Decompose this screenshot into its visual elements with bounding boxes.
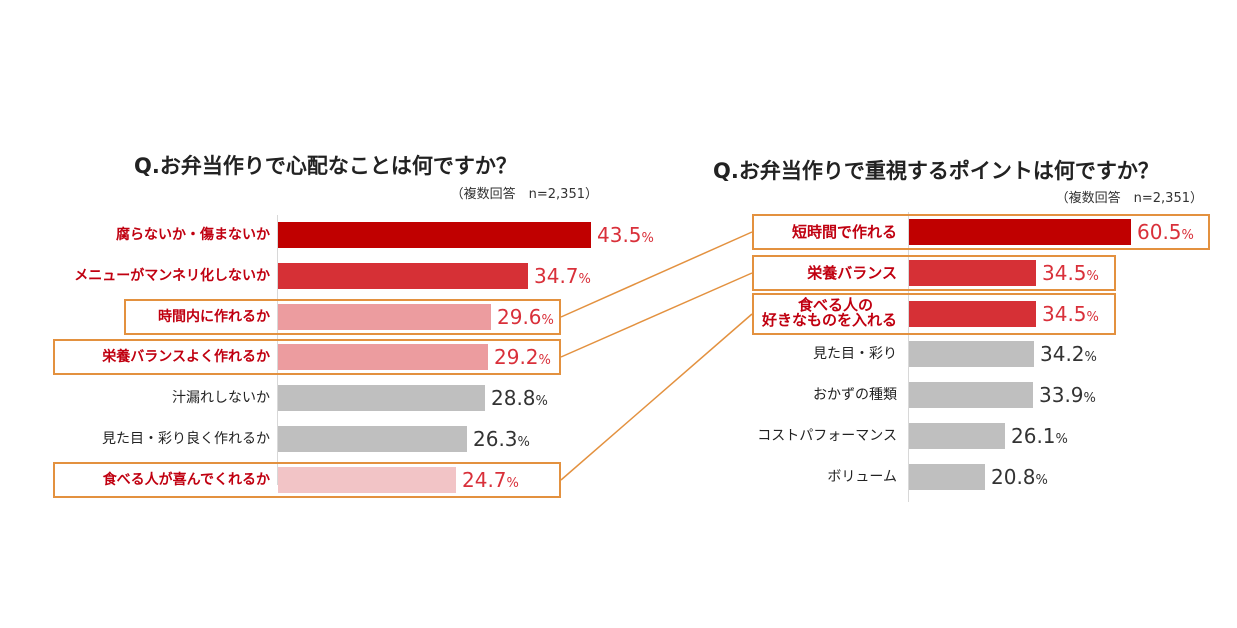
bar-label: ボリューム xyxy=(827,469,897,485)
bar-label: 見た目・彩り xyxy=(813,346,897,362)
highlight-frame xyxy=(124,299,561,335)
bar-value-percent: % xyxy=(1083,391,1096,406)
bar-value-label: 33.9% xyxy=(1039,380,1096,410)
bar xyxy=(909,341,1034,367)
bar-value-label: 34.7% xyxy=(534,261,591,291)
right-chart-subtitle: （複数回答 n=2,351） xyxy=(1055,191,1203,206)
bar-label: おかずの種類 xyxy=(813,387,897,403)
bar xyxy=(278,222,591,248)
bar-value-number: 29.6 xyxy=(497,305,542,329)
bar-value-number: 34.5 xyxy=(1042,261,1087,285)
bar xyxy=(278,426,467,452)
bar-value-percent: % xyxy=(506,476,519,491)
bar-value-number: 34.5 xyxy=(1042,302,1087,326)
connector-line xyxy=(560,272,753,358)
bar-value-number: 26.3 xyxy=(473,427,518,451)
bar xyxy=(909,464,985,490)
bar-value-percent: % xyxy=(535,394,548,409)
bar-label: 時間内に作れるか xyxy=(158,309,270,325)
bar-value-percent: % xyxy=(1086,269,1099,284)
bar-value-number: 20.8 xyxy=(991,465,1036,489)
bar-value-label: 34.5% xyxy=(1042,299,1099,329)
highlight-frame xyxy=(752,293,1116,335)
highlight-frame xyxy=(752,214,1210,250)
bar-label: 食べる人が喜んでくれるか xyxy=(102,472,270,488)
bar-value-percent: % xyxy=(1055,432,1068,447)
bar-value-label: 34.5% xyxy=(1042,258,1099,288)
bar-value-label: 34.2% xyxy=(1040,339,1097,369)
bar-label: メニューがマンネリ化しないか xyxy=(74,268,270,284)
highlight-frame xyxy=(752,255,1116,291)
bar-value-label: 24.7% xyxy=(462,465,519,495)
bar-value-label: 20.8% xyxy=(991,462,1048,492)
bar xyxy=(909,301,1036,327)
right-chart-axis xyxy=(908,212,909,502)
bar-label: 腐らないか・傷まないか xyxy=(116,227,270,243)
bar-value-number: 26.1 xyxy=(1011,424,1056,448)
bar xyxy=(278,263,528,289)
bar-value-label: 29.2% xyxy=(494,342,551,372)
bar-value-percent: % xyxy=(578,272,591,287)
bar-value-label: 28.8% xyxy=(491,383,548,413)
bar-value-percent: % xyxy=(517,435,530,450)
bar-value-number: 33.9 xyxy=(1039,383,1084,407)
bar-value-number: 34.7 xyxy=(534,264,579,288)
bar-value-percent: % xyxy=(1035,473,1048,488)
bar-value-percent: % xyxy=(1084,350,1097,365)
bar-value-number: 29.2 xyxy=(494,345,539,369)
bar xyxy=(278,385,485,411)
bar-value-percent: % xyxy=(538,353,551,368)
left-chart-axis xyxy=(277,215,278,485)
connector-line xyxy=(560,231,753,318)
bar-value-percent: % xyxy=(541,313,554,328)
highlight-frame xyxy=(53,339,561,375)
bar-value-label: 29.6% xyxy=(497,302,554,332)
bar-value-number: 60.5 xyxy=(1137,220,1182,244)
right-chart-title: Q.お弁当作りで重視するポイントは何ですか？ xyxy=(713,159,1159,183)
left-chart-subtitle: （複数回答 n=2,351） xyxy=(450,187,598,202)
bar-label: コストパフォーマンス xyxy=(757,428,897,444)
bar xyxy=(278,467,456,493)
bar-value-percent: % xyxy=(641,231,654,246)
bar-value-number: 34.2 xyxy=(1040,342,1085,366)
bar xyxy=(909,382,1033,408)
bar-label: 栄養バランス xyxy=(807,264,897,282)
bar-value-number: 24.7 xyxy=(462,468,507,492)
bar xyxy=(909,423,1005,449)
highlight-frame xyxy=(53,462,561,498)
bar-value-percent: % xyxy=(1086,310,1099,325)
bar-label: 汁漏れしないか xyxy=(172,390,270,406)
bar-label: 食べる人の 好きなものを入れる xyxy=(0,298,897,328)
bar-value-percent: % xyxy=(1181,228,1194,243)
bar xyxy=(278,344,488,370)
connector-line xyxy=(560,313,753,481)
bar-label-line: 食べる人の xyxy=(797,296,873,314)
left-chart-title: Q.お弁当作りで心配なことは何ですか？ xyxy=(134,154,517,178)
bar-value-number: 43.5 xyxy=(597,223,642,247)
bar-value-label: 26.3% xyxy=(473,424,530,454)
bar-label: 短時間で作れる xyxy=(791,223,897,241)
bar-value-label: 26.1% xyxy=(1011,421,1068,451)
bar xyxy=(909,219,1131,245)
bar xyxy=(909,260,1036,286)
bar-value-label: 60.5% xyxy=(1137,217,1194,247)
bar-value-number: 28.8 xyxy=(491,386,536,410)
bar xyxy=(278,304,491,330)
bar-label-line: 好きなものを入れる xyxy=(761,311,897,329)
bar-value-label: 43.5% xyxy=(597,220,654,250)
bar-label: 見た目・彩り良く作れるか xyxy=(102,431,270,447)
bar-label: 栄養バランスよく作れるか xyxy=(102,349,270,365)
